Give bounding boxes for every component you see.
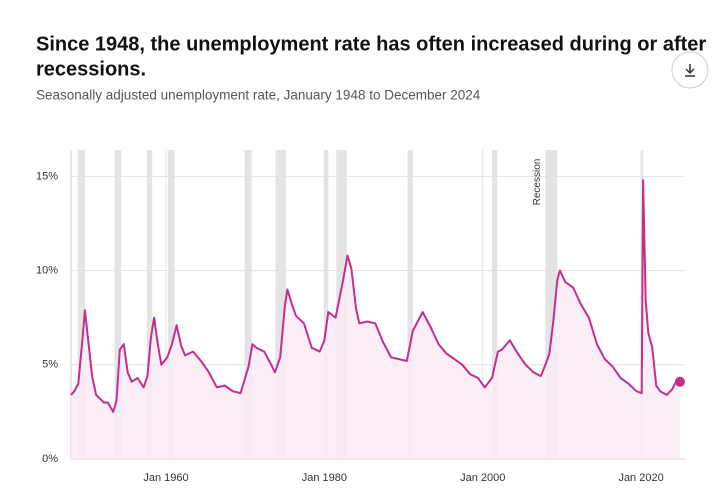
- recession-band: [275, 150, 287, 459]
- recession-band: [491, 150, 498, 459]
- y-tick-label: 15%: [36, 170, 58, 182]
- recession-band: [324, 150, 329, 459]
- y-tick-label: 5%: [42, 359, 58, 371]
- area: [71, 180, 680, 459]
- recession-band: [114, 150, 122, 459]
- recession-band: [167, 150, 175, 459]
- x-tick-label: Jan 2020: [618, 472, 663, 484]
- recession-band: [244, 150, 252, 459]
- chart-title: recessions.: [36, 58, 146, 80]
- recession-band: [146, 150, 153, 459]
- chart-title: Since 1948, the unemployment rate has of…: [36, 33, 706, 55]
- end-point: [675, 376, 685, 387]
- x-tick-label: Jan 1980: [302, 472, 347, 484]
- download-button[interactable]: [671, 51, 709, 89]
- y-tick-label: 0%: [42, 453, 58, 465]
- x-tick-label: Jan 2000: [460, 472, 505, 484]
- y-tick-label: 10%: [36, 264, 58, 276]
- line: [70, 179, 680, 413]
- recession-label: Recession: [532, 159, 543, 206]
- chart-subtitle: Seasonally adjusted unemployment rate, J…: [36, 88, 481, 103]
- recession-band: [407, 150, 413, 459]
- x-tick-label: Jan 1960: [143, 472, 188, 484]
- recession-band: [545, 150, 558, 459]
- recession-band: [77, 150, 85, 459]
